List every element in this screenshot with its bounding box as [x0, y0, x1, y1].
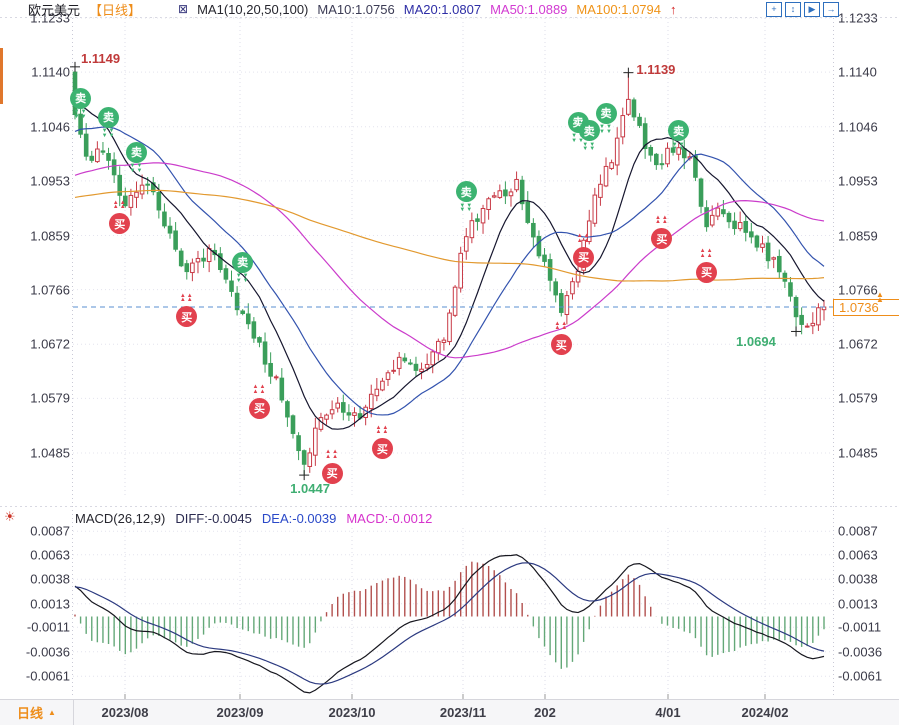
axis-tick-label: -0.0061: [838, 668, 883, 684]
date-axis-label: 2023/09: [216, 705, 264, 720]
period-tag: 【日线】: [89, 2, 142, 18]
axis-tick-label: 0.0013: [30, 596, 70, 612]
axis-tick-label: 1.1046: [30, 119, 70, 135]
axis-tick-label: 0.0038: [30, 571, 70, 587]
axis-tick-label: 0.0063: [30, 547, 70, 563]
axis-tick-label: 1.1233: [838, 10, 878, 26]
axis-tick-label: 1.1046: [838, 119, 878, 135]
playback-icon[interactable]: ▶: [804, 2, 820, 17]
axis-tick-label: -0.0011: [838, 619, 882, 635]
axis-tick-label: 0.0087: [838, 523, 878, 539]
period-selector[interactable]: 日线 ▲: [0, 700, 74, 725]
axis-tick-label: 1.0859: [30, 228, 70, 243]
symbol-title: 欧元美元: [28, 2, 81, 18]
shift-right-icon[interactable]: →: [823, 2, 839, 17]
axis-tick-label: 1.0766: [838, 282, 878, 298]
chart-header: 欧元美元 【日线】 ⊠ MA1(10,20,50,100) MA10:1.0756…: [28, 1, 677, 18]
axis-tick-label: -0.0036: [838, 644, 883, 660]
axis-tick-label: 1.0859: [838, 228, 878, 243]
axis-tick-label: 0.0013: [838, 596, 878, 612]
indicator-chart-icon: ⊠: [178, 2, 189, 16]
axis-tick-label: 1.0766: [30, 282, 70, 298]
date-axis-label: 4/01: [655, 705, 681, 720]
date-axis-label: 202: [534, 705, 556, 720]
ma-group-label: MA1(10,20,50,100): [197, 1, 309, 17]
trend-up-arrow-icon: ↑: [670, 1, 677, 17]
chart-toolbar: + ↕ ▶ →: [766, 2, 839, 17]
axis-tick-label: 0.0038: [838, 571, 878, 587]
axis-tick-label: 1.0485: [838, 445, 878, 461]
macd-diff-value: DIFF:-0.0045: [175, 511, 252, 526]
price-direction-marker-icon: ▲ ▲: [876, 290, 884, 304]
period-dropdown-arrow-icon: ▲: [48, 708, 56, 717]
time-axis-bar: 日线 ▲ 2023/08 2023/09 2023/10 2023/11 202 4/01…: [0, 699, 899, 725]
axis-tick-label: -0.0036: [25, 644, 70, 660]
axis-tick-label: 1.0579: [30, 390, 70, 406]
axis-tick-label: 1.0953: [838, 173, 878, 189]
axis-tick-label: 0.0063: [838, 547, 878, 563]
axis-tick-label: 1.0953: [30, 173, 70, 189]
axis-tick-label: 1.0485: [30, 445, 70, 461]
ma10-value: MA10:1.0756: [317, 1, 395, 17]
current-price-tag: 1.0736: [833, 299, 899, 316]
ma100-value: MA100:1.0794: [576, 1, 661, 17]
ma50-value: MA50:1.0889: [490, 1, 568, 17]
macd-title: MACD(26,12,9): [75, 511, 166, 526]
axis-tick-label: -0.0011: [26, 619, 70, 635]
period-selector-label: 日线: [17, 706, 44, 721]
ma20-value: MA20:1.0807: [403, 1, 482, 17]
date-axis-label: 2023/08: [101, 705, 149, 720]
axis-tick-label: 1.1140: [31, 64, 70, 80]
macd-macd-value: MACD:-0.0012: [346, 511, 433, 526]
date-axis-label: 2023/11: [439, 705, 487, 720]
axis-tick-label: -0.0061: [25, 668, 70, 684]
axis-tick-label: 0.0087: [30, 523, 70, 539]
axis-tick-label: 1.1140: [838, 64, 877, 80]
axis-tick-label: 1.0672: [838, 336, 878, 352]
axis-tick-label: 1.0579: [838, 390, 878, 406]
macd-dea-value: DEA:-0.0039: [261, 511, 337, 526]
date-axis-label: 2024/02: [741, 705, 789, 720]
left-edge-accent: [0, 48, 3, 104]
crosshair-icon[interactable]: +: [766, 2, 782, 17]
date-axis-label: 2023/10: [328, 705, 376, 720]
axis-tick-label: 1.0672: [30, 336, 70, 352]
indicator-settings-icon[interactable]: ☀: [4, 509, 16, 524]
scale-icon[interactable]: ↕: [785, 2, 801, 17]
macd-legend: MACD(26,12,9) DIFF:-0.0045 DEA:-0.0039 M…: [75, 511, 432, 526]
